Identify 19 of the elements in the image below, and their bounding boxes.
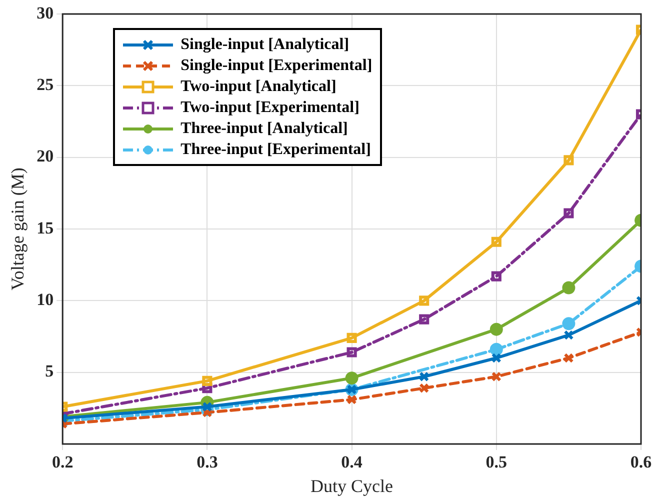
x-tick-label: 0.6 <box>630 452 652 472</box>
legend-label: Three-input [Analytical] <box>180 119 348 139</box>
x-axis-title: Duty Cycle <box>310 476 394 496</box>
x-tick-label: 0.3 <box>196 452 218 472</box>
legend-label: Three-input [Experimental] <box>180 140 371 160</box>
legend-label: Two-input [Experimental] <box>180 98 360 118</box>
x-tick-label: 0.5 <box>486 452 508 472</box>
legend-label: Single-input [Experimental] <box>180 56 372 76</box>
y-tick-label: 25 <box>36 75 54 94</box>
y-tick-label: 15 <box>36 218 54 238</box>
y-tick-label: 20 <box>36 146 54 166</box>
legend-label: Single-input [Analytical] <box>180 35 350 55</box>
y-tick-label: 5 <box>45 362 54 381</box>
x-tick-label: 0.4 <box>341 452 363 472</box>
legend-label: Two-input [Analytical] <box>180 77 336 97</box>
x-tick-label: 0.2 <box>52 452 74 472</box>
y-tick-label: 30 <box>36 3 54 22</box>
y-axis-title: Voltage gain (M) <box>8 168 28 290</box>
y-tick-label: 10 <box>36 290 54 310</box>
